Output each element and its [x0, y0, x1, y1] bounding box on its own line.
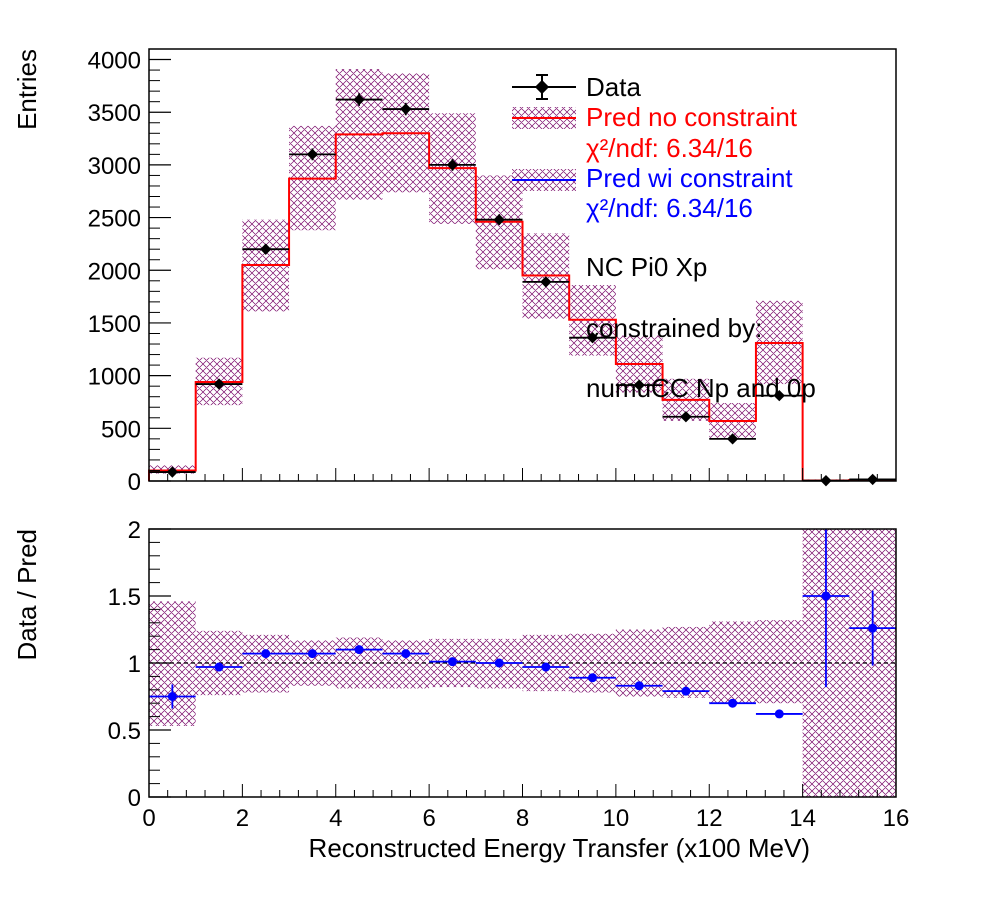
bottom-y-tick-label: 0.5: [108, 718, 141, 745]
bottom-ratio-points: [149, 529, 896, 719]
ratio-band-bin: [382, 640, 430, 689]
ratio-point: [802, 529, 850, 688]
top-y-tick-label: 2500: [88, 206, 141, 233]
data-point: [289, 148, 336, 161]
top-prediction-step: [148, 132, 896, 482]
bottom-x-tick-label: 8: [516, 805, 529, 832]
ratio-band-bin: [709, 621, 756, 704]
top-y-tick-label: 4000: [88, 48, 141, 75]
data-point: [755, 389, 803, 402]
legend-chi2-wi-constraint: χ²/ndf: 6.34/16: [586, 193, 753, 223]
bottom-y-tick-label: 1.5: [108, 584, 141, 611]
bottom-y-axis-title: Data / Pred: [12, 529, 42, 661]
legend-label-pred-wi-constraint: Pred wi constraint: [586, 163, 793, 193]
ratio-point: [429, 657, 476, 667]
bottom-x-tick-label: 12: [696, 805, 723, 832]
data-point: [475, 214, 523, 226]
data-point: [709, 433, 756, 445]
bottom-y-tick-label: 2: [128, 517, 141, 544]
ratio-point: [569, 673, 616, 683]
bottom-x-axis: 0 2 4 6 8 10 12 14 16: [142, 784, 909, 832]
top-y-tick-label: 1000: [88, 364, 141, 391]
top-y-tick-label: 2000: [88, 258, 141, 285]
ratio-point: [522, 662, 570, 672]
data-point: [615, 379, 663, 391]
bottom-y-tick-label: 1: [128, 651, 141, 678]
bottom-x-tick-label: 14: [789, 805, 816, 832]
data-point: [569, 332, 616, 344]
ratio-point: [242, 649, 290, 659]
legend-label-pred-no-constraint: Pred no constraint: [586, 102, 798, 132]
bottom-x-tick-label: 4: [329, 805, 342, 832]
bottom-x-tick-label: 6: [422, 805, 435, 832]
ratio-point: [335, 645, 383, 655]
legend: Data Pred no constraint χ²/ndf: 6.34/16 …: [512, 72, 816, 403]
legend-entry-pred-wi-constraint: Pred wi constraint χ²/ndf: 6.34/16: [512, 163, 793, 223]
bottom-y-axis: 0 0.5 1 1.5 2: [108, 517, 171, 812]
ratio-point: [289, 649, 336, 659]
ratio-band-bin: [662, 626, 710, 698]
ratio-point: [709, 698, 756, 708]
ratio-point: [662, 686, 710, 696]
data-point: [849, 473, 896, 486]
bottom-x-tick-label: 10: [603, 805, 630, 832]
top-data-points: [149, 93, 896, 487]
ratio-point: [849, 590, 896, 666]
bottom-x-tick-label: 0: [142, 805, 155, 832]
bottom-y-tick-label: 0: [128, 785, 141, 812]
bottom-panel: 0 0.5 1 1.5 2 0 2 4 6 8 10 12 14 16 Data / Pred Reco…: [12, 517, 909, 863]
data-point: [429, 159, 476, 171]
legend-entry-pred-no-constraint: Pred no constraint χ²/ndf: 6.34/16: [512, 102, 798, 163]
annotation-sample: NC Pi0 Xp: [586, 252, 707, 282]
top-y-axis: 0 500 1000 1500 2000 2500 3000 3500 4000: [88, 48, 171, 496]
top-panel: 0 500 1000 1500 2000 2500 3000 3500 4000 Entries…: [12, 48, 897, 496]
ratio-point: [195, 662, 243, 672]
pred-no-constraint-step: [148, 132, 896, 482]
ratio-band-bin: [242, 634, 290, 693]
data-point: [662, 411, 710, 423]
data-point: [522, 276, 570, 288]
legend-label-data: Data: [586, 72, 641, 102]
x-axis-title: Reconstructed Energy Transfer (x100 MeV): [309, 833, 810, 863]
ratio-point: [755, 709, 803, 719]
ratio-point: [615, 681, 663, 691]
annotation-constrained-by: constrained by:: [586, 313, 762, 343]
ratio-band-bin: [755, 620, 803, 704]
data-point: [242, 243, 290, 255]
annotation-constraint-samples: numuCC Np and 0p: [586, 373, 816, 403]
bottom-uncertainty-band: [149, 529, 896, 797]
top-y-tick-label: 3000: [88, 153, 141, 180]
top-y-tick-label: 0: [128, 469, 141, 496]
bottom-x-tick-label: 16: [883, 805, 910, 832]
legend-chi2-no-constraint: χ²/ndf: 6.34/16: [586, 133, 753, 163]
top-x-axis-ticks: [148, 468, 878, 481]
top-y-tick-label: 1500: [88, 311, 141, 338]
data-point: [195, 378, 243, 390]
top-y-axis-title: Entries: [12, 49, 42, 130]
data-point: [149, 466, 196, 478]
top-y-tick-label: 500: [101, 416, 141, 443]
ratio-point: [475, 658, 523, 668]
ratio-point: [149, 684, 196, 709]
legend-entry-data: Data: [512, 72, 641, 102]
bottom-x-tick-label: 2: [236, 805, 249, 832]
ratio-point: [382, 649, 430, 659]
top-y-tick-label: 3500: [88, 100, 141, 127]
